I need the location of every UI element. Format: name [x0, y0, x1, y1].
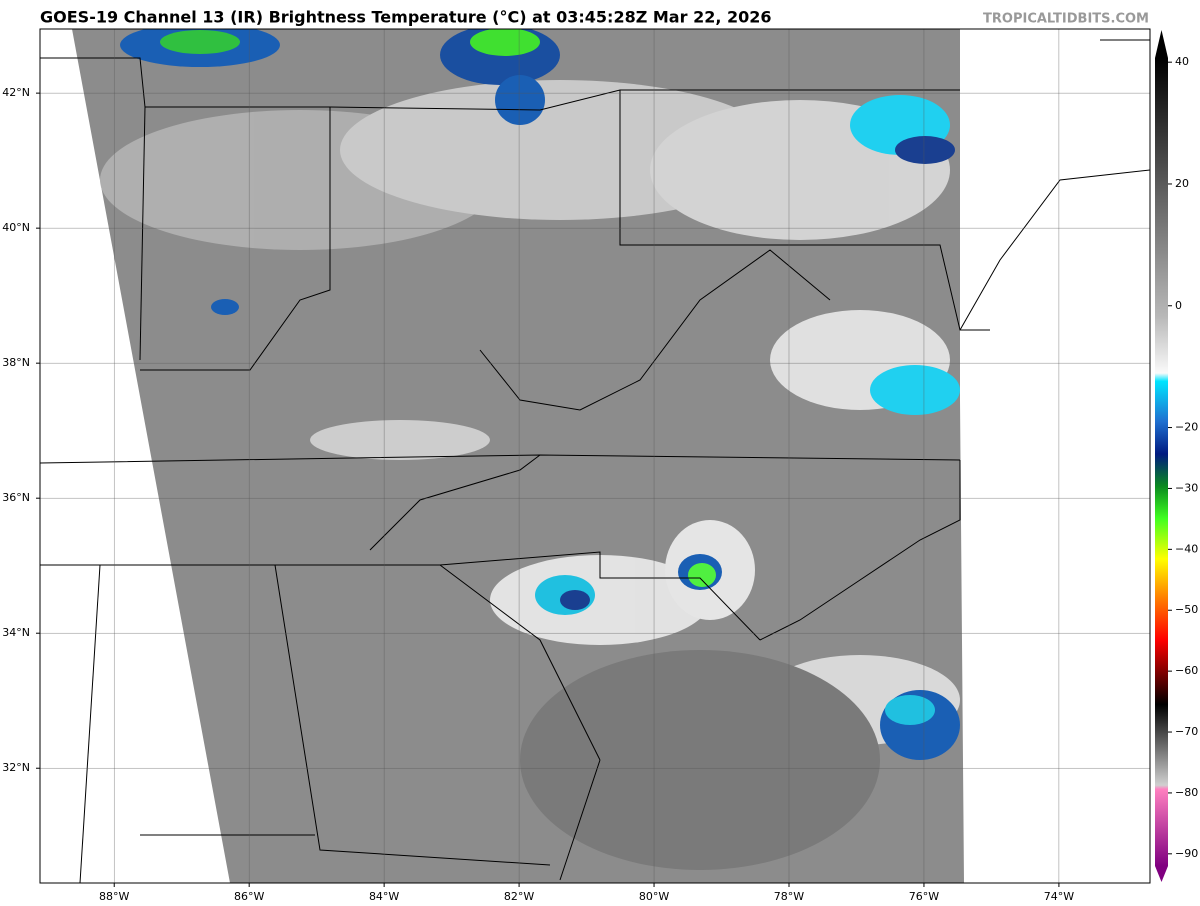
- lon-tick-label: 82°W: [504, 890, 534, 903]
- colorbar-tick-label: 20: [1175, 177, 1189, 190]
- title: GOES-19 Channel 13 (IR) Brightness Tempe…: [40, 8, 772, 27]
- colorbar-tick-label: −30: [1175, 481, 1198, 494]
- lon-tick-label: 76°W: [909, 890, 939, 903]
- colorbar-tick-label: −20: [1175, 421, 1198, 434]
- imagery: [40, 29, 1150, 883]
- colorbar-tick-label: −80: [1175, 786, 1198, 799]
- lat-tick-label: 38°N: [2, 356, 30, 369]
- colorbar-tick-label: −70: [1175, 725, 1198, 738]
- lon-tick-label: 84°W: [369, 890, 399, 903]
- lat-tick-label: 34°N: [2, 626, 30, 639]
- colorbar-tick-label: −50: [1175, 603, 1198, 616]
- lon-tick-label: 74°W: [1044, 890, 1074, 903]
- lon-tick-label: 80°W: [639, 890, 669, 903]
- lat-tick-label: 42°N: [2, 86, 30, 99]
- colorbar: [1155, 58, 1168, 866]
- lat-tick-label: 40°N: [2, 221, 30, 234]
- lon-tick-label: 86°W: [234, 890, 264, 903]
- lat-tick-label: 32°N: [2, 761, 30, 774]
- colorbar-tick-label: 0: [1175, 299, 1182, 312]
- lat-tick-label: 36°N: [2, 491, 30, 504]
- lon-tick-label: 78°W: [774, 890, 804, 903]
- colorbar-tick-label: −60: [1175, 664, 1198, 677]
- colorbar-tick-label: 40: [1175, 55, 1189, 68]
- graticule: [40, 29, 1150, 883]
- colorbar-bottom-extension: [1155, 866, 1168, 882]
- colorbar-top-extension: [1155, 30, 1168, 58]
- source: TROPICALTIDBITS.COM: [983, 12, 1149, 27]
- colorbar-tick-label: −90: [1175, 847, 1198, 860]
- colorbar-tick-label: −40: [1175, 542, 1198, 555]
- map-frame: [39, 28, 1151, 884]
- lon-tick-label: 88°W: [99, 890, 129, 903]
